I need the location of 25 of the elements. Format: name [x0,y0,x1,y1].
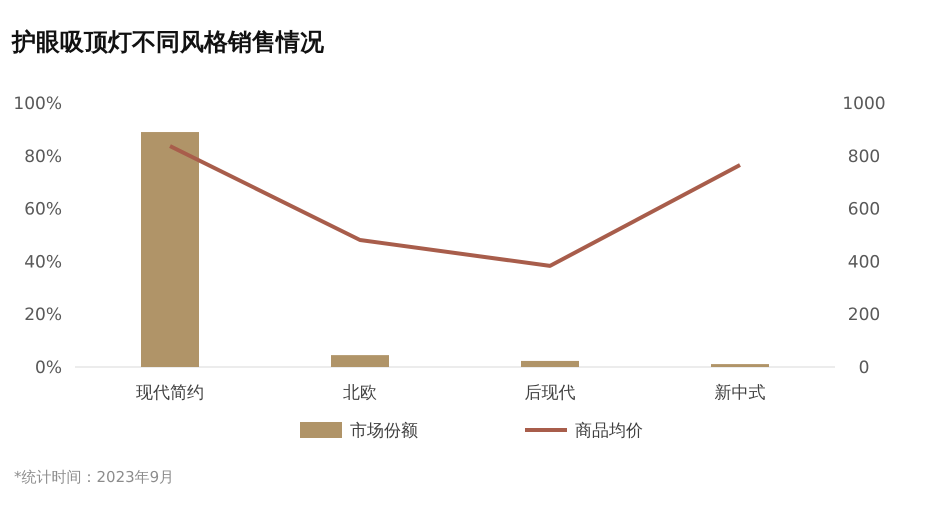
y2-tick-label: 1000 [842,94,886,114]
y-tick-label: 0% [35,358,62,378]
y2-tick-label: 600 [848,200,880,220]
bar [711,364,769,367]
x-tick-label: 后现代 [524,383,576,403]
x-tick-label: 现代简约 [136,383,204,403]
y2-tick-label: 800 [848,146,880,167]
x-tick-label: 北欧 [343,383,377,403]
chart-title: 护眼吸顶灯不同风格销售情况 [11,28,325,56]
y-tick-label: 20% [24,305,62,326]
y2-tick-label: 0 [858,358,870,378]
y2-tick-label: 400 [848,252,880,272]
bar [331,355,389,367]
x-tick-label: 新中式 [714,383,766,403]
y-tick-label: 100% [13,94,62,114]
text: *统计时间：2023年9月 [14,468,174,486]
y-tick-label: 40% [24,252,62,272]
y-tick-label: 60% [24,200,62,220]
y-tick-label: 80% [24,146,62,167]
legend-label: 市场份额 [350,421,418,441]
y2-tick-label: 200 [848,305,880,326]
line-series [168,144,742,268]
bar [141,132,199,367]
legend-label: 商品均价 [575,421,643,441]
bar [521,360,579,367]
